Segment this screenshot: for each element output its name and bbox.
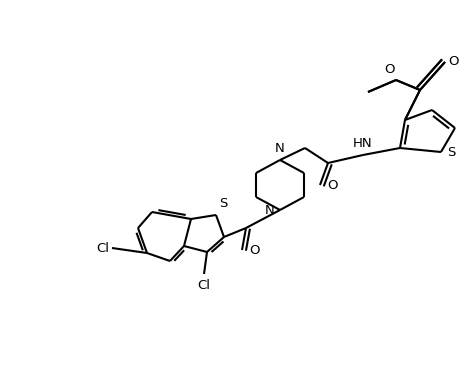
Text: N: N (275, 142, 285, 155)
Text: O: O (249, 243, 260, 257)
Text: Cl: Cl (198, 279, 211, 292)
Text: O: O (384, 63, 395, 76)
Text: Cl: Cl (96, 242, 109, 254)
Text: S: S (447, 145, 455, 159)
Text: O: O (327, 178, 337, 191)
Text: HN: HN (353, 137, 373, 150)
Text: O: O (448, 55, 459, 67)
Text: S: S (219, 197, 227, 210)
Text: N: N (265, 203, 275, 217)
